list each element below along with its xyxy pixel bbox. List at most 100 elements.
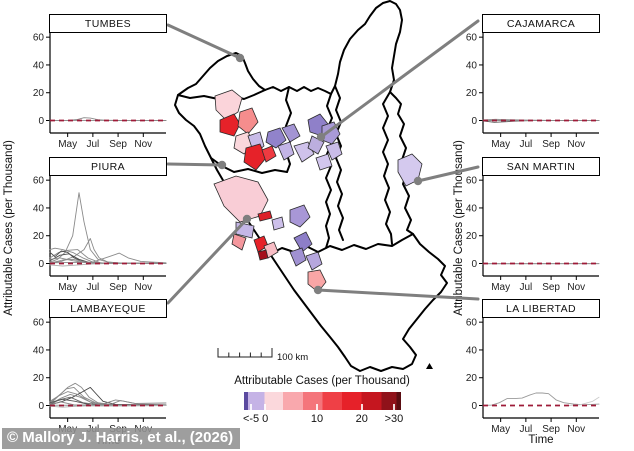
x-tick-label: Nov (567, 282, 585, 293)
district (305, 251, 323, 271)
y-tick-label: 40 (466, 345, 478, 356)
panel-san-martin-plot: 0 20 40 60 May Jul Sep Nov (466, 176, 600, 293)
y-tick-label: 20 (33, 88, 45, 99)
x-tick-label: May (58, 282, 77, 293)
x-tick-label: Jul (519, 424, 532, 435)
x-tick-label: May (491, 424, 510, 435)
attribution-credit: © Mallory J. Harris, et al., (2026) (2, 428, 241, 449)
y-tick-label: 0 (471, 401, 477, 412)
y-tick-label: 60 (33, 176, 45, 187)
district-polygons (213, 89, 423, 293)
scale-bar (217, 348, 273, 358)
legend-title: Attributable Cases (per Thousand) (234, 375, 410, 387)
legend-tick-label: 0 (262, 413, 269, 425)
x-tick-label: Jul (86, 282, 99, 293)
border-cajamarca-west (325, 93, 333, 249)
district (214, 89, 243, 121)
legend-tick-label: >30 (384, 413, 404, 425)
legend-tick-label: 10 (310, 413, 324, 425)
district (271, 216, 285, 231)
legend-tick-label: <-5 (242, 413, 260, 425)
legend-colorbar (244, 392, 401, 410)
legend-notch (392, 404, 395, 410)
panel-tumbes-plot: 0 20 40 60 May Jul Sep Nov (33, 33, 167, 150)
district (281, 123, 301, 143)
map-outer-boundary (174, 0, 448, 372)
y-tick-label: 40 (33, 203, 45, 214)
y-tick-label: 40 (466, 203, 478, 214)
series-line (49, 382, 167, 406)
panel-cajamarca-plot: 0 20 40 60 May Jul Sep Nov (466, 33, 600, 150)
x-tick-label: Sep (109, 139, 127, 150)
district (257, 249, 269, 261)
x-tick-label: Nov (567, 139, 585, 150)
x-tick-label: Jul (519, 282, 532, 293)
district (257, 210, 273, 222)
series-line (49, 249, 167, 264)
y-tick-label: 60 (33, 33, 45, 44)
district (289, 247, 307, 267)
legend-notch (360, 404, 363, 410)
x-tick-label: Nov (567, 424, 585, 435)
facet-title-piura: PIURA (49, 157, 167, 176)
legend-notch (250, 404, 253, 410)
y-tick-label: 60 (466, 176, 478, 187)
facet-title-cajamarca: CAJAMARCA (482, 14, 600, 33)
district (293, 231, 313, 253)
district (315, 153, 333, 171)
x-tick-label: Sep (109, 282, 127, 293)
y-tick-label: 20 (33, 231, 45, 242)
district (307, 269, 327, 293)
facet-title-lambayeque: LAMBAYEQUE (49, 299, 167, 318)
x-tick-label: May (491, 139, 510, 150)
legend-notch (316, 404, 318, 410)
x-tick-label: Sep (542, 139, 560, 150)
legend-notch (264, 404, 267, 410)
map-triangle-marker (426, 363, 433, 369)
district (265, 127, 287, 149)
series-line (49, 393, 167, 406)
facet-title-tumbes: TUMBES (49, 14, 167, 33)
district (231, 233, 247, 251)
y-tick-label: 60 (33, 318, 45, 329)
series-line (482, 392, 600, 406)
peru-choropleth-map: 100 km (174, 0, 448, 372)
district (243, 143, 267, 171)
facet-title-san-martin: SAN MARTIN (482, 157, 600, 176)
y-tick-label: 0 (38, 116, 44, 127)
panel-piura-plot: 0 20 40 60 May Jul Sep Nov (33, 176, 167, 293)
legend-tick-label: 20 (355, 413, 368, 425)
district (277, 141, 295, 161)
y-axis-label-left: Attributable Cases (per Thousand) (3, 140, 15, 316)
district (219, 113, 241, 137)
y-tick-label: 20 (466, 373, 478, 384)
x-tick-label: May (58, 139, 77, 150)
scale-bar-label: 100 km (277, 352, 308, 363)
panel-la-libertad-plot: 0 20 40 60 May Jul Sep Nov (466, 318, 600, 435)
district (325, 141, 343, 161)
district (237, 107, 259, 135)
district (261, 145, 277, 163)
y-tick-label: 0 (38, 259, 44, 270)
border-amazonas-san-martin (382, 91, 393, 245)
y-tick-label: 60 (466, 33, 478, 44)
x-tick-label: Sep (542, 282, 560, 293)
x-tick-label: Sep (542, 424, 560, 435)
x-tick-label: Nov (134, 139, 152, 150)
border-cajamarca-amazonas (334, 85, 344, 241)
x-tick-label: May (491, 282, 510, 293)
x-tick-label: Jul (519, 139, 532, 150)
y-tick-label: 40 (33, 345, 45, 356)
x-axis-label-right: Time (528, 434, 554, 446)
district (289, 204, 311, 228)
y-tick-label: 40 (33, 60, 45, 71)
y-tick-label: 0 (471, 116, 477, 127)
y-tick-label: 40 (466, 60, 478, 71)
y-tick-label: 0 (38, 401, 44, 412)
y-tick-label: 20 (466, 231, 478, 242)
y-tick-label: 60 (466, 318, 478, 329)
district (321, 121, 341, 145)
series-line (49, 192, 167, 264)
